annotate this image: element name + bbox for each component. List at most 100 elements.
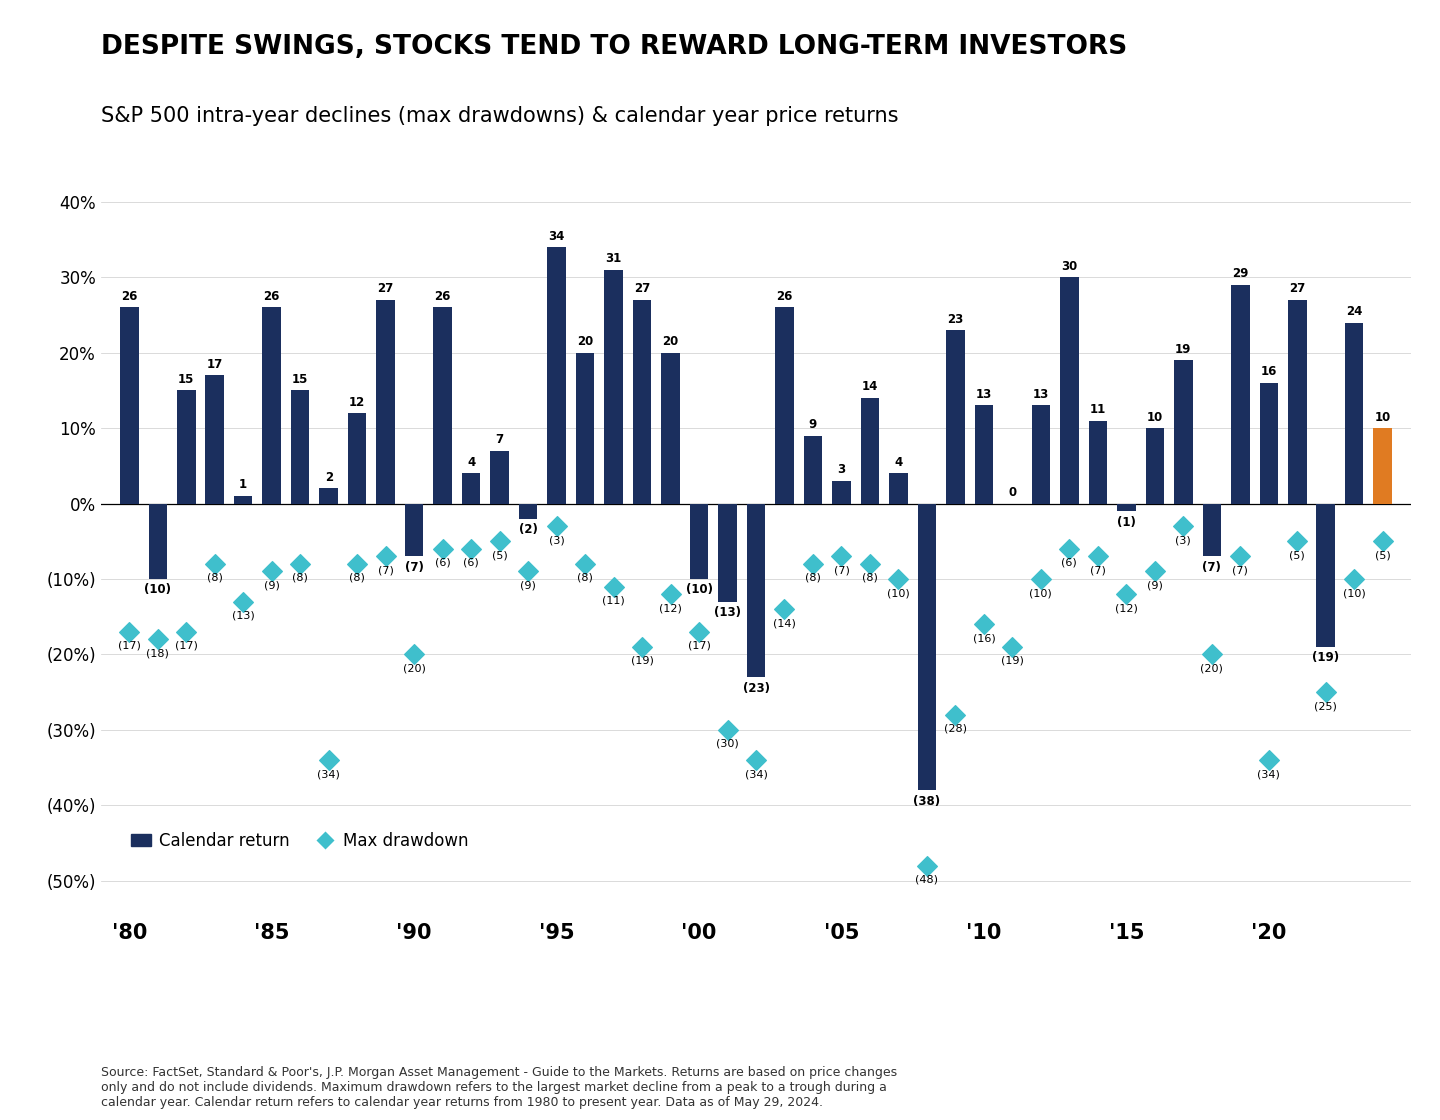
Bar [1231,284,1250,504]
Text: (10): (10) [1344,588,1365,598]
Point [887,570,910,588]
Text: (11): (11) [602,596,625,606]
Text: 29: 29 [1233,268,1248,280]
Bar [348,413,366,504]
Bar [518,504,537,519]
Point [1001,638,1024,656]
Text: (3): (3) [549,535,564,545]
Text: (8): (8) [350,573,366,582]
Point [488,532,511,550]
Point [517,562,540,580]
Point [1058,540,1081,558]
Point [1228,548,1251,566]
Text: (7): (7) [1090,566,1106,576]
Point [687,623,710,641]
Text: S&P 500 intra-year declines (max drawdowns) & calendar year price returns: S&P 500 intra-year declines (max drawdow… [101,106,899,127]
Bar [262,307,281,504]
Point [431,540,454,558]
Text: 19: 19 [1175,343,1191,356]
Text: (13): (13) [232,610,255,620]
Bar [491,450,508,504]
Point [1257,752,1280,769]
Bar [747,504,765,676]
Text: (3): (3) [1175,535,1191,545]
Bar [861,398,880,504]
Point [147,631,170,648]
Point [403,645,426,663]
Text: 31: 31 [605,252,622,265]
Text: (8): (8) [863,573,878,582]
Bar [719,504,737,601]
Text: (8): (8) [292,573,308,582]
Bar [433,307,452,504]
Bar [632,300,651,504]
Bar [1117,504,1136,511]
Text: 12: 12 [348,395,366,409]
Text: (18): (18) [147,648,170,659]
Text: (13): (13) [714,606,742,619]
Bar [661,353,680,504]
Point [1172,517,1195,535]
Bar [120,307,138,504]
Point [232,592,255,610]
Text: 16: 16 [1260,365,1277,379]
Text: (34): (34) [317,769,340,780]
Text: (17): (17) [118,641,141,651]
Bar [547,248,566,504]
Text: (48): (48) [916,875,939,885]
Point [943,706,966,724]
Text: (7): (7) [405,561,423,573]
Bar [206,375,225,504]
Point [346,554,369,572]
Text: (9): (9) [264,580,279,590]
Bar [1260,383,1279,504]
Text: 20: 20 [577,335,593,348]
Text: (5): (5) [1289,550,1305,560]
Text: 13: 13 [976,388,992,401]
Text: (8): (8) [805,573,821,582]
Point [288,554,311,572]
Point [374,548,397,566]
Bar [1089,421,1107,504]
Point [317,752,340,769]
Point [602,578,625,596]
Text: (12): (12) [1115,603,1138,613]
Text: DESPITE SWINGS, STOCKS TEND TO REWARD LONG-TERM INVESTORS: DESPITE SWINGS, STOCKS TEND TO REWARD LO… [101,34,1128,59]
Text: (6): (6) [1061,558,1077,568]
Bar [233,496,252,504]
Bar [605,270,624,504]
Bar [1287,300,1306,504]
Text: 27: 27 [634,282,651,296]
Text: (8): (8) [577,573,593,582]
Bar [1031,405,1050,504]
Bar [1345,323,1364,504]
Point [916,857,939,875]
Text: (5): (5) [1375,550,1391,560]
Text: 26: 26 [776,290,792,302]
Text: 3: 3 [838,464,845,476]
Bar [291,391,310,504]
Text: 23: 23 [948,312,963,326]
Text: (9): (9) [520,580,536,590]
Text: (23): (23) [743,682,769,694]
Point [1315,683,1338,701]
Text: (38): (38) [913,795,940,808]
Text: 17: 17 [206,357,223,371]
Bar [775,307,793,504]
Point [118,623,141,641]
Text: 10: 10 [1146,411,1164,423]
Bar [917,504,936,791]
Text: (7): (7) [834,566,850,576]
Text: (7): (7) [377,566,393,576]
Point [660,585,683,603]
Bar [1146,428,1164,504]
Text: 4: 4 [467,456,475,469]
Text: (7): (7) [1233,566,1248,576]
Text: (28): (28) [943,724,966,734]
Text: 26: 26 [264,290,279,302]
Text: (9): (9) [1146,580,1162,590]
Bar [405,504,423,557]
Text: (34): (34) [1257,769,1280,780]
Bar [576,353,595,504]
Bar [888,474,907,504]
